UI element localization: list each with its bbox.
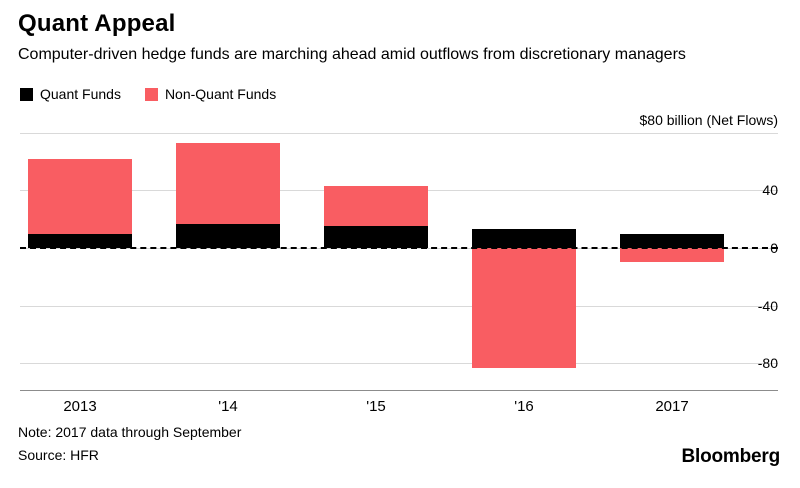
bar-quant-funds-14 — [176, 223, 280, 248]
chart-title: Quant Appeal — [18, 10, 176, 37]
y-tick-label-40: 40 — [762, 182, 778, 198]
y-tick-label-0: 0 — [770, 240, 778, 256]
x-tick-label-16: '16 — [514, 398, 534, 415]
legend-item-quant-funds: Quant Funds — [20, 86, 121, 102]
gridline-80 — [20, 133, 778, 134]
bloomberg-logo: Bloomberg — [681, 446, 781, 467]
zero-line — [20, 247, 778, 249]
x-axis-line — [20, 390, 778, 391]
legend: Quant Funds Non-Quant Funds — [20, 86, 276, 102]
x-tick-label-14: '14 — [218, 398, 238, 415]
bar-non-quant-funds-16 — [472, 248, 576, 368]
bar-quant-funds-2013 — [28, 233, 132, 248]
bar-non-quant-funds-15 — [324, 186, 428, 227]
y-tick-label--40: -40 — [757, 298, 778, 314]
x-tick-label-2017: 2017 — [655, 398, 689, 415]
quant-funds-swatch-icon — [20, 87, 33, 101]
bar-non-quant-funds-14 — [176, 142, 280, 224]
bar-quant-funds-15 — [324, 226, 428, 248]
x-tick-label-15: '15 — [366, 398, 386, 415]
y-tick-label--80: -80 — [757, 355, 778, 371]
gridline--80 — [20, 363, 778, 364]
legend-item-non-quant-funds: Non-Quant Funds — [144, 86, 277, 102]
bar-quant-funds-2017 — [620, 233, 724, 248]
y-axis-unit-label: $80 billion (Net Flows) — [639, 112, 779, 128]
bar-non-quant-funds-2017 — [620, 248, 724, 263]
source-line: Source: HFR — [18, 447, 99, 463]
non-quant-funds-swatch-icon — [144, 87, 158, 101]
legend-label: Non-Quant Funds — [164, 86, 277, 102]
bar-quant-funds-16 — [472, 229, 576, 248]
gridline--40 — [20, 306, 778, 307]
bar-non-quant-funds-2013 — [28, 158, 132, 234]
x-tick-label-2013: 2013 — [63, 398, 97, 415]
chart-subtitle: Computer-driven hedge funds are marching… — [18, 46, 686, 63]
legend-label: Quant Funds — [40, 86, 121, 102]
footnote: Note: 2017 data through September — [18, 424, 242, 440]
